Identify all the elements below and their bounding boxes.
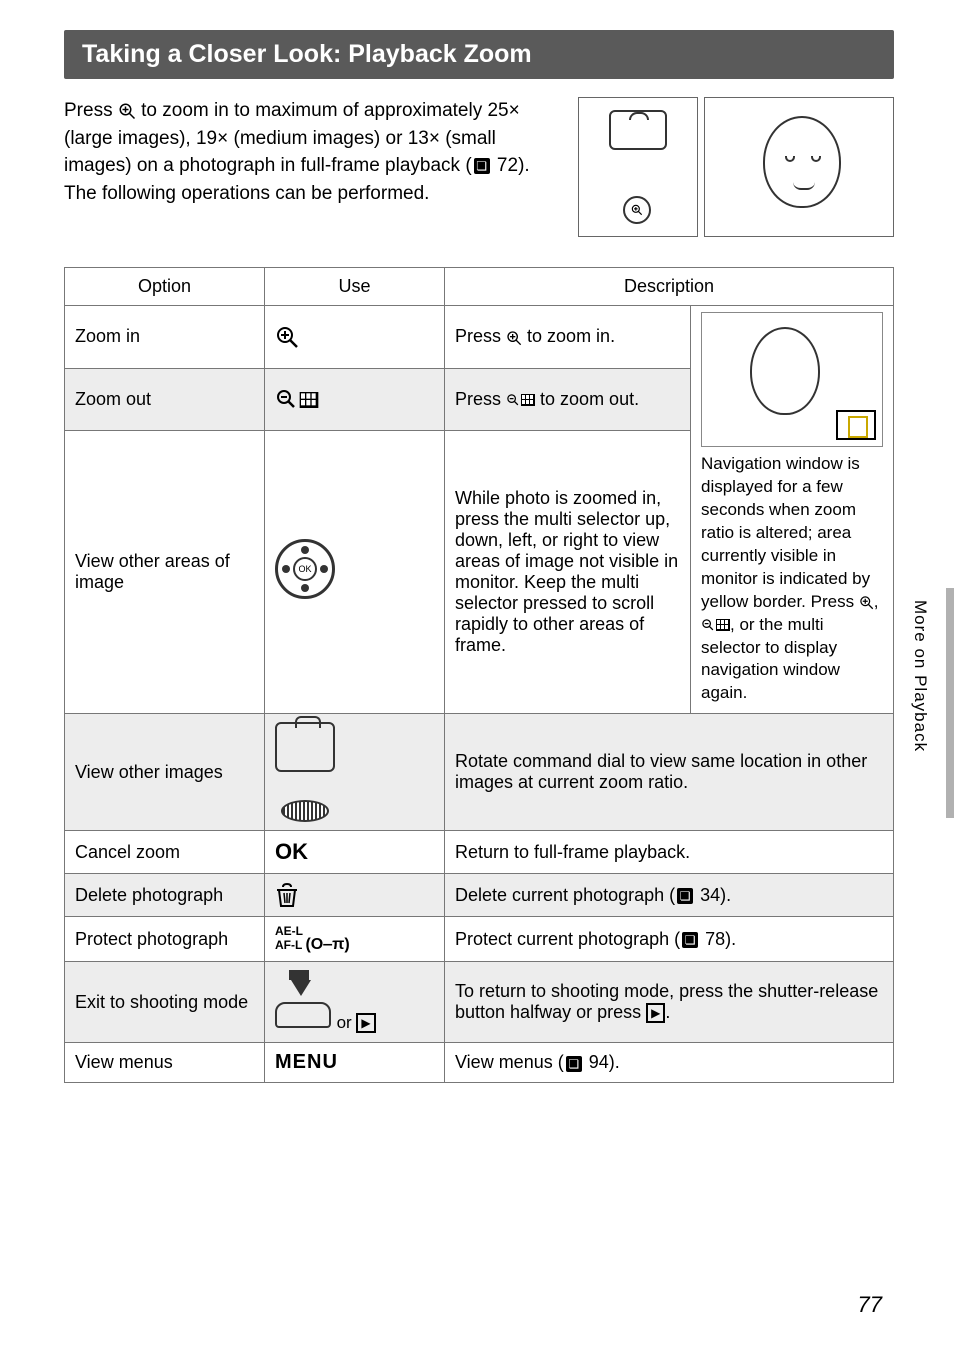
row-delete: Delete photograph Delete current photogr… bbox=[65, 874, 894, 917]
zoom-out-icon bbox=[701, 618, 716, 633]
ok-icon: OK bbox=[275, 839, 308, 864]
txt: 94). bbox=[584, 1052, 620, 1072]
option-view-areas: View other areas of image bbox=[65, 431, 265, 714]
reference-icon: ❏ bbox=[566, 1056, 582, 1072]
row-view-other: View other images Rotate command dial to… bbox=[65, 714, 894, 831]
photo-illustration bbox=[704, 97, 894, 237]
table-header-row: Option Use Description bbox=[65, 268, 894, 306]
intro-pre: Press bbox=[64, 100, 118, 121]
camera-diagram bbox=[578, 97, 698, 237]
zoom-in-icon bbox=[506, 330, 522, 346]
camera-icon bbox=[275, 722, 335, 772]
intro-row: Press to zoom in to maximum of approxima… bbox=[64, 97, 894, 237]
option-view-other: View other images bbox=[65, 714, 265, 831]
row-menus: View menus MENU View menus (❏ 94). bbox=[65, 1043, 894, 1083]
row-zoom-in: Zoom in Press to zoom in. Navigation win… bbox=[65, 306, 894, 369]
intro-text: Press to zoom in to maximum of approxima… bbox=[64, 97, 562, 207]
txt: Protect current photograph ( bbox=[455, 929, 680, 949]
option-zoom-out: Zoom out bbox=[65, 368, 265, 431]
thumbnail-grid-icon bbox=[521, 394, 535, 406]
reference-icon: ❏ bbox=[677, 888, 693, 904]
use-dial bbox=[265, 714, 445, 831]
use-protect: AE-LAF-L (O‒π) bbox=[265, 917, 445, 962]
zoom-in-icon bbox=[118, 102, 136, 120]
col-description: Description bbox=[445, 268, 894, 306]
option-protect: Protect photograph bbox=[65, 917, 265, 962]
thumbnail-grid-icon bbox=[299, 392, 319, 408]
txt: Delete current photograph ( bbox=[455, 885, 675, 905]
desc-delete: Delete current photograph (❏ 34). bbox=[445, 874, 894, 917]
nav-window-illustration bbox=[701, 312, 883, 447]
txt: Navigation window is displayed for a few… bbox=[701, 454, 870, 611]
side-tab: More on Playback bbox=[910, 600, 938, 752]
zoom-in-icon bbox=[859, 595, 874, 610]
use-selector bbox=[265, 431, 445, 714]
txt: Press bbox=[455, 326, 506, 346]
txt: 78). bbox=[700, 929, 736, 949]
navigation-illustration-cell: Navigation window is displayed for a few… bbox=[691, 306, 894, 714]
row-exit: Exit to shooting mode or ▶ To return to … bbox=[65, 962, 894, 1043]
txt: or bbox=[337, 1013, 357, 1032]
zoom-out-icon bbox=[275, 388, 299, 412]
trash-icon bbox=[275, 882, 299, 908]
txt: View menus ( bbox=[455, 1052, 564, 1072]
desc-zoom-in: Press to zoom in. bbox=[445, 306, 691, 369]
col-use: Use bbox=[265, 268, 445, 306]
desc-view-areas: While photo is zoomed in, press the mult… bbox=[445, 431, 691, 714]
multi-selector-icon bbox=[275, 539, 335, 599]
option-cancel: Cancel zoom bbox=[65, 831, 265, 874]
use-zoom-in bbox=[265, 306, 445, 369]
option-delete: Delete photograph bbox=[65, 874, 265, 917]
use-exit: or ▶ bbox=[265, 962, 445, 1043]
playback-icon: ▶ bbox=[356, 1013, 375, 1033]
operations-table: Option Use Description Zoom in Press to … bbox=[64, 267, 894, 1083]
txt: to zoom in. bbox=[527, 326, 615, 346]
desc-protect: Protect current photograph (❏ 78). bbox=[445, 917, 894, 962]
txt: 34). bbox=[695, 885, 731, 905]
row-cancel: Cancel zoom OK Return to full-frame play… bbox=[65, 831, 894, 874]
nav-caption: Navigation window is displayed for a few… bbox=[701, 453, 883, 705]
col-option: Option bbox=[65, 268, 265, 306]
txt: Press bbox=[455, 389, 506, 409]
desc-cancel: Return to full-frame playback. bbox=[445, 831, 894, 874]
desc-view-other: Rotate command dial to view same locatio… bbox=[445, 714, 894, 831]
desc-zoom-out: Press to zoom out. bbox=[445, 368, 691, 431]
section-title: Taking a Closer Look: Playback Zoom bbox=[64, 30, 894, 79]
option-zoom-in: Zoom in bbox=[65, 306, 265, 369]
desc-menus: View menus (❏ 94). bbox=[445, 1043, 894, 1083]
desc-exit: To return to shooting mode, press the sh… bbox=[445, 962, 894, 1043]
zoom-out-icon bbox=[506, 393, 521, 408]
menu-icon: MENU bbox=[275, 1051, 338, 1073]
key-lock-icon: (O‒π) bbox=[305, 936, 349, 953]
command-dial-icon bbox=[275, 778, 335, 822]
zoom-in-icon bbox=[275, 325, 299, 349]
reference-icon: ❏ bbox=[682, 932, 698, 948]
reference-icon: ❏ bbox=[474, 158, 490, 174]
row-protect: Protect photograph AE-LAF-L (O‒π) Protec… bbox=[65, 917, 894, 962]
option-menus: View menus bbox=[65, 1043, 265, 1083]
intro-diagrams bbox=[578, 97, 894, 237]
use-ok: OK bbox=[265, 831, 445, 874]
txt: . bbox=[665, 1002, 670, 1022]
txt: to zoom out. bbox=[540, 389, 639, 409]
playback-icon: ▶ bbox=[646, 1003, 665, 1023]
zoom-button-illustration bbox=[623, 196, 651, 224]
txt: , bbox=[874, 592, 879, 611]
thumbnail-grid-icon bbox=[716, 619, 730, 631]
use-trash bbox=[265, 874, 445, 917]
option-exit: Exit to shooting mode bbox=[65, 962, 265, 1043]
ael-afl-icon: AE-LAF-L bbox=[275, 924, 303, 952]
shutter-icon bbox=[275, 970, 331, 1028]
use-menu: MENU bbox=[265, 1043, 445, 1083]
use-zoom-out bbox=[265, 368, 445, 431]
page-number: 77 bbox=[858, 1292, 882, 1318]
